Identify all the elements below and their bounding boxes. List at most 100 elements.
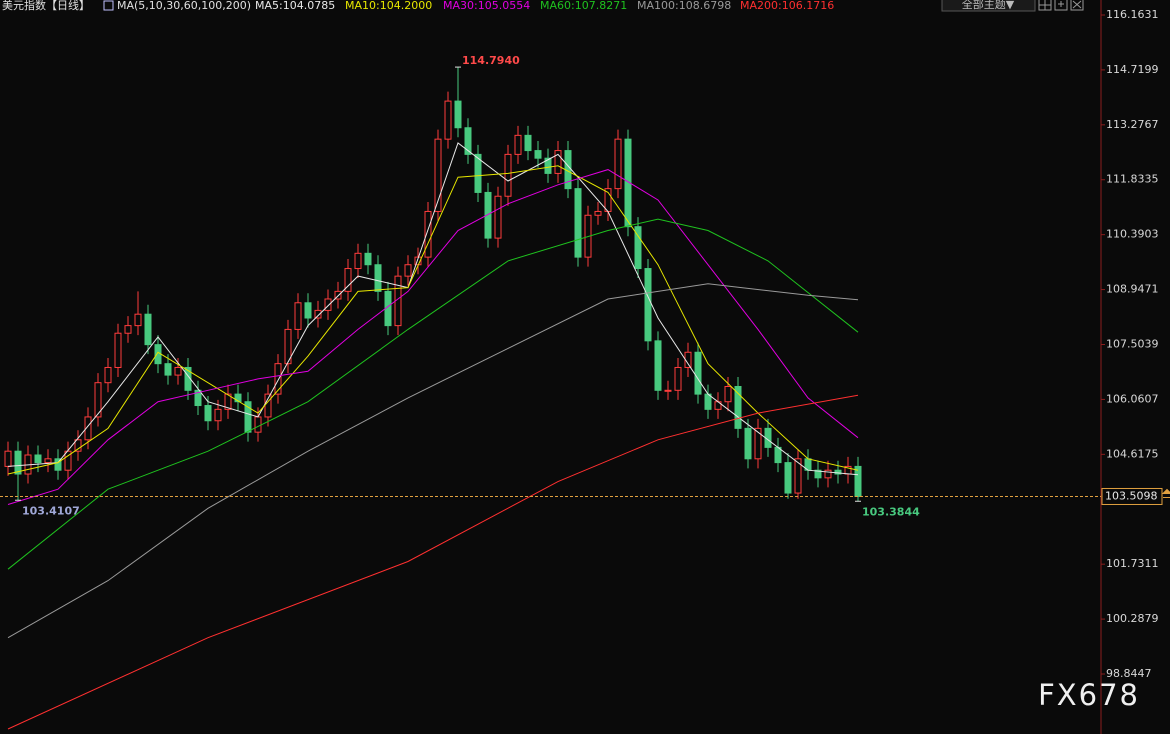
indicator-icon xyxy=(103,0,114,11)
candle-body xyxy=(44,458,52,464)
candle-body xyxy=(554,150,562,174)
extreme-label: 103.3844 xyxy=(862,505,920,518)
chart-title: 美元指数【日线】 xyxy=(2,0,90,12)
candle-body xyxy=(194,389,202,407)
candle-body xyxy=(494,195,502,239)
candle-body xyxy=(314,309,322,319)
candle-body xyxy=(514,134,522,155)
candle-body xyxy=(694,351,702,395)
candle-body xyxy=(254,416,262,433)
zoom-icon[interactable] xyxy=(1054,0,1068,11)
legend-entry: MA60:107.8271 xyxy=(540,0,627,12)
candle-body xyxy=(654,340,662,391)
candle-body xyxy=(124,325,132,334)
extreme-label: 103.4107 xyxy=(22,504,80,517)
toolbar-icons xyxy=(1038,0,1084,11)
candle-body xyxy=(544,157,552,174)
candle-body xyxy=(814,469,822,479)
candle-body xyxy=(204,405,212,422)
y-tick-label: 111.8335 xyxy=(1106,173,1159,186)
y-tick-label: 101.7311 xyxy=(1106,557,1159,570)
candle-body xyxy=(834,469,842,475)
legend-entry: MA30:105.0554 xyxy=(443,0,530,12)
ma-line xyxy=(7,165,859,475)
candle-body xyxy=(334,290,342,300)
candle-body xyxy=(474,153,482,193)
extreme-label: 114.7940 xyxy=(462,54,520,67)
candle-body xyxy=(404,264,412,277)
candle-body xyxy=(774,446,782,464)
candle-body xyxy=(324,298,332,311)
candle-body xyxy=(854,465,862,497)
icon-stroke xyxy=(1072,0,1082,9)
candle-body xyxy=(144,313,152,346)
candle-body xyxy=(344,268,352,292)
candle-body xyxy=(674,366,682,391)
candle-body xyxy=(504,153,512,197)
candle-body xyxy=(264,393,272,418)
candle-body xyxy=(744,427,752,460)
candle-body xyxy=(794,458,802,494)
y-tick-label: 106.0607 xyxy=(1106,392,1159,405)
candle-body xyxy=(704,393,712,410)
candle-body xyxy=(614,138,622,190)
candle-body xyxy=(134,313,142,327)
candles xyxy=(4,67,862,502)
candle-body xyxy=(214,408,222,422)
last-price-label: 103.5098 xyxy=(1105,489,1158,502)
candle-body xyxy=(724,386,732,403)
candle-body xyxy=(84,416,92,441)
candle-body xyxy=(274,363,282,395)
legend-entry: MA200:106.1716 xyxy=(740,0,834,12)
candle-body xyxy=(4,450,12,467)
y-tick-label: 98.8447 xyxy=(1106,667,1152,680)
candle-body xyxy=(644,268,652,342)
candle-body xyxy=(534,150,542,159)
ma-line xyxy=(7,218,859,570)
ma-line xyxy=(7,169,859,505)
ma-line xyxy=(7,283,859,639)
candle-body xyxy=(464,127,472,155)
watermark: FX678 xyxy=(1038,678,1140,712)
y-tick-label: 107.5039 xyxy=(1106,337,1159,350)
legend-entry: MA5:104.0785 xyxy=(255,0,335,12)
candle-body xyxy=(444,100,452,140)
candle-body xyxy=(754,427,762,460)
y-tick-label: 114.7199 xyxy=(1106,63,1159,76)
candle-body xyxy=(244,401,252,433)
candle-body xyxy=(374,264,382,292)
candle-body xyxy=(524,134,532,152)
candle-body xyxy=(594,210,602,216)
candle-body xyxy=(424,210,432,258)
candle-body xyxy=(294,302,302,330)
candle-body xyxy=(234,393,242,403)
last-price-box xyxy=(1101,487,1163,505)
legend-entry: MA100:108.6798 xyxy=(637,0,731,12)
theme-button[interactable] xyxy=(941,0,1036,12)
theme-button-label[interactable]: 全部主题▼ xyxy=(962,0,1015,11)
candle-body xyxy=(664,389,672,392)
candle-body xyxy=(484,191,492,239)
candle-body xyxy=(784,462,792,494)
y-tick-label: 113.2767 xyxy=(1106,118,1159,131)
candle-body xyxy=(354,252,362,270)
candle-body xyxy=(114,332,122,368)
y-tick-label: 116.1631 xyxy=(1106,8,1159,21)
candle-body xyxy=(304,302,312,319)
close-icon[interactable] xyxy=(1070,0,1084,11)
candle-body xyxy=(734,386,742,429)
candle-body xyxy=(574,188,582,258)
y-tick-label: 100.2879 xyxy=(1106,612,1159,625)
candle-body xyxy=(14,450,22,475)
y-tick-label: 108.9471 xyxy=(1106,283,1159,296)
legend-entry: MA10:104.2000 xyxy=(345,0,432,12)
candle-body xyxy=(624,138,632,228)
candle-body xyxy=(284,328,292,365)
candle-body xyxy=(164,363,172,376)
candle-body xyxy=(224,393,232,410)
candle-body xyxy=(454,100,462,129)
candle-body xyxy=(824,469,832,479)
